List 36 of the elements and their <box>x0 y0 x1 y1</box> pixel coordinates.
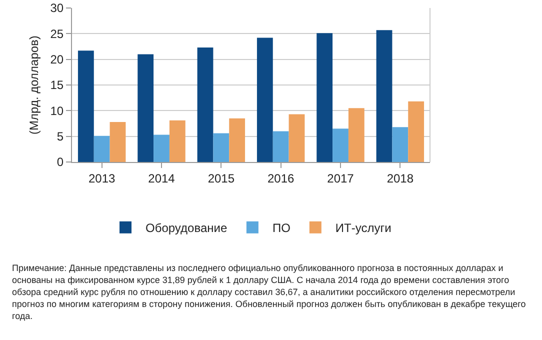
x-tick-label: 2015 <box>208 171 235 186</box>
bar <box>213 133 230 162</box>
bar <box>256 38 273 162</box>
legend-label: ПО <box>272 221 290 235</box>
bar <box>348 108 364 162</box>
y-tick-label: 5 <box>56 130 64 144</box>
bar <box>154 134 170 162</box>
legend-label: Оборудование <box>146 221 228 235</box>
y-axis-title: (Млрд. долларов) <box>27 36 41 134</box>
bar <box>138 54 154 162</box>
x-tick-label: 2018 <box>386 171 414 186</box>
legend-label: ИТ-услуги <box>335 221 392 235</box>
bar <box>408 101 424 162</box>
bar <box>332 128 348 162</box>
bar <box>376 30 392 162</box>
bar <box>94 136 110 162</box>
x-tick-label: 2016 <box>267 171 294 186</box>
y-tick-label: 10 <box>50 104 64 118</box>
bar <box>197 48 214 162</box>
bar <box>169 120 186 162</box>
bar <box>288 114 305 162</box>
bar <box>78 50 94 162</box>
y-tick-label: 15 <box>50 78 64 92</box>
text: Примечание: Данные представлены из последнего официально опубликованного прогноза в постоянных долларах и основаны на фиксированном курсе 31,89 рублей к 1 доллару США. С начала 2014 года до времени составления этого обзора средний курс рубля по отношению к доллару составил 36,67, а аналитики российского отделения пересмотрели прогноз по многим категориям в сторону понижения. Обновленный прогноз должен быть опубликован в декабре текущего года. <box>12 262 527 322</box>
bar <box>229 118 246 162</box>
bar <box>392 127 408 162</box>
bar <box>110 122 126 162</box>
x-tick-label: 2017 <box>327 171 354 186</box>
bar <box>272 131 289 162</box>
y-tick-label: 20 <box>50 52 64 67</box>
bar <box>316 33 333 162</box>
y-tick-label: 0 <box>56 155 64 170</box>
y-tick-label: 25 <box>50 26 64 41</box>
x-tick-label: 2013 <box>88 171 116 186</box>
y-tick-label: 30 <box>50 1 64 16</box>
x-tick-label: 2014 <box>148 171 176 186</box>
